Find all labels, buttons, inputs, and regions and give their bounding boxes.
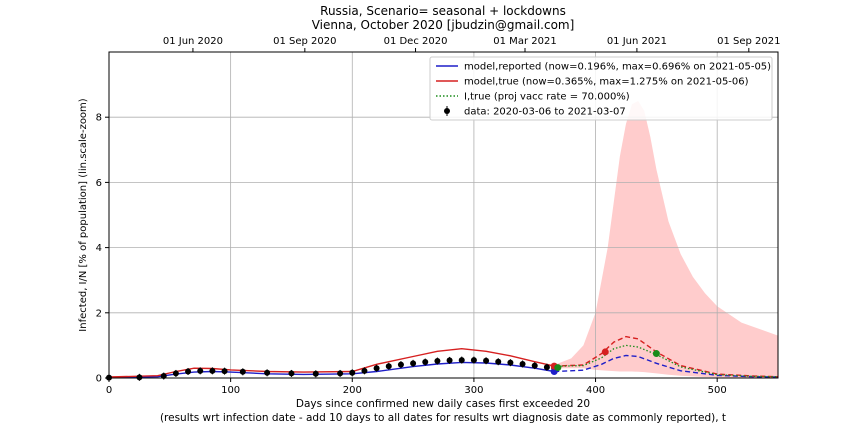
top-date-tick-label: 01 Jun 2021: [607, 36, 667, 47]
uncertainty-band-layer: [554, 100, 778, 378]
marker-true-mark: [601, 348, 609, 356]
data-point: [288, 370, 295, 377]
data-point: [543, 364, 550, 371]
x-tick-label: 400: [586, 385, 605, 396]
x-axis-label-line1: Days since confirmed new daily cases fir…: [296, 398, 590, 410]
data-point: [239, 368, 246, 375]
data-point: [185, 368, 192, 375]
legend-label-data: data: 2020-03-06 to 2021-03-07: [464, 107, 626, 118]
plot-frame: [108, 51, 779, 379]
data-point: [312, 370, 319, 377]
y-axis-label: Infected, I/N [% of population] (lin.sca…: [78, 98, 89, 331]
data-point: [136, 374, 143, 381]
legend: model,reported (now=0.196%, max=0.696% o…: [429, 56, 773, 121]
data-point: [470, 357, 477, 364]
data-point: [519, 360, 526, 367]
data-point: [422, 359, 429, 366]
legend-label-model-true: model,true (now=0.365%, max=1.275% on 20…: [464, 77, 749, 88]
x-tick-label: 200: [343, 385, 362, 396]
axis-layer: 0 100 200 300 400 500 0 2 4 6 8 01 Jun 2020 01 Sep 2…: [96, 36, 781, 396]
legend-label-model-reported: model,reported (now=0.196%, max=0.696% o…: [464, 62, 771, 73]
data-point: [209, 367, 216, 374]
x-tick-label: 0: [106, 385, 112, 396]
y-tick-label: 0: [96, 374, 102, 385]
data-point: [361, 367, 368, 374]
top-date-tick-label: 01 Dec 2020: [384, 36, 448, 47]
data-point: [410, 360, 417, 367]
data-point: [337, 370, 344, 377]
top-date-tick-label: 01 Mar 2021: [493, 36, 556, 47]
top-date-tick-label: 01 Sep 2020: [273, 36, 336, 47]
marker-layer: [550, 348, 660, 375]
data-point: [507, 359, 514, 366]
data-point: [446, 357, 453, 364]
y-tick-label: 6: [96, 178, 102, 189]
uncertainty-band: [554, 100, 778, 378]
data-point: [385, 363, 392, 370]
data-point: [373, 365, 380, 372]
marker-vacc-now: [554, 364, 562, 372]
x-tick-label: 500: [708, 385, 727, 396]
legend-swatch-data-marker: [444, 108, 450, 114]
y-tick-label: 4: [96, 243, 102, 254]
data-point: [172, 370, 179, 377]
top-date-tick-label: 01 Sep 2021: [717, 36, 780, 47]
series-line-I-true-vacc: [554, 344, 779, 378]
chart-title-line1: Russia, Scenario= seasonal + lockdowns: [320, 4, 566, 18]
x-tick-label: 300: [464, 385, 483, 396]
y-tick-label: 8: [96, 113, 102, 124]
marker-vacc-mark: [652, 350, 660, 358]
top-date-tick-label: 01 Jun 2020: [163, 36, 223, 47]
data-point: [221, 368, 228, 375]
legend-label-i-true: I,true (proj vacc rate = 70.000%): [464, 92, 630, 103]
data-point: [349, 369, 356, 376]
data-point: [495, 358, 502, 365]
legend-box: [429, 56, 773, 121]
data-point: [531, 362, 538, 369]
data-point: [483, 357, 490, 364]
y-tick-label: 2: [96, 308, 102, 319]
data-point: [397, 361, 404, 368]
data-point: [197, 367, 204, 374]
data-point: [434, 358, 441, 365]
data-point: [264, 369, 271, 376]
x-axis-label-line2: (results wrt infection date - add 10 day…: [160, 412, 726, 424]
data-point: [458, 357, 465, 364]
chart-title-line2: Vienna, October 2020 [jbudzin@gmail.com]: [312, 18, 575, 32]
x-tick-label: 100: [221, 385, 240, 396]
